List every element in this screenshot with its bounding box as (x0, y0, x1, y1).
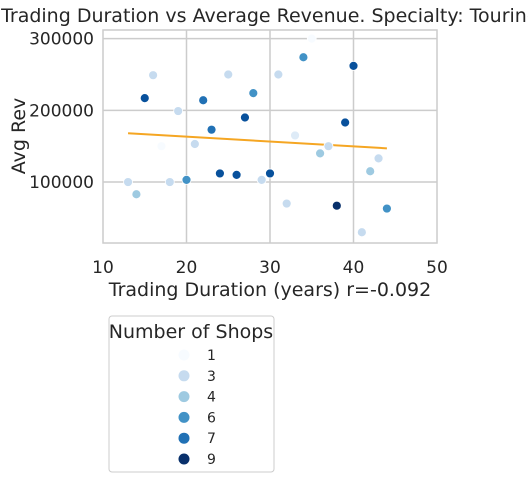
data-point (189, 139, 200, 149)
data-point (206, 124, 217, 135)
legend-label: 9 (207, 452, 216, 468)
legend-marker (178, 370, 190, 382)
data-point (181, 174, 192, 185)
trendline-group (127, 132, 387, 150)
legend-marker (178, 453, 190, 465)
x-tick-label: 10 (92, 258, 114, 278)
data-point (173, 106, 184, 116)
data-point (273, 69, 284, 80)
data-point (298, 52, 309, 63)
x-tick-label: 20 (176, 258, 198, 278)
data-point (223, 69, 234, 80)
data-point (340, 117, 351, 128)
legend: Number of Shops 1 3 4 6 7 9 (108, 315, 275, 473)
x-axis-label: Trading Duration (years) r=-0.092 (108, 279, 431, 301)
x-tick-label: 30 (259, 258, 281, 278)
legend-marker (178, 391, 190, 403)
data-point (306, 33, 317, 44)
legend-box (108, 315, 275, 473)
data-point (164, 177, 175, 187)
data-point (323, 141, 334, 152)
y-axis-label: Avg Rev (8, 98, 30, 175)
data-point (131, 189, 142, 200)
legend-label: 7 (207, 431, 216, 447)
grid-lines (103, 30, 437, 243)
data-point (290, 130, 300, 141)
legend-label: 1 (207, 348, 216, 364)
trendline (127, 132, 387, 150)
data-point (331, 200, 342, 211)
data-point (381, 203, 392, 214)
data-point (214, 168, 225, 179)
y-tick-label: 200000 (29, 101, 94, 121)
data-point (139, 93, 150, 104)
legend-label: 6 (207, 410, 216, 426)
data-point (148, 70, 159, 81)
data-point (248, 88, 259, 99)
x-axis-ticks: 10 20 30 40 50 (92, 258, 448, 278)
y-tick-label: 100000 (29, 173, 94, 193)
legend-marker (178, 349, 190, 361)
legend-items: 1 3 4 6 7 9 (178, 348, 216, 468)
legend-marker (178, 432, 190, 444)
chart-title: Trading Duration vs Average Revenue. Spe… (0, 5, 528, 27)
data-point (348, 60, 359, 71)
data-point (240, 112, 250, 123)
legend-title: Number of Shops (109, 321, 273, 343)
data-point (315, 148, 326, 159)
legend-marker (178, 411, 190, 423)
x-tick-label: 40 (343, 258, 365, 278)
y-tick-label: 300000 (29, 30, 94, 50)
data-point (281, 198, 292, 209)
data-point (256, 174, 267, 185)
y-axis-ticks: 100000 200000 300000 (29, 30, 94, 193)
x-tick-label: 50 (426, 258, 448, 278)
data-point (198, 95, 209, 106)
data-point (265, 168, 275, 179)
data-point (156, 141, 167, 152)
data-point (123, 177, 133, 187)
legend-label: 3 (207, 369, 216, 385)
data-point (356, 227, 367, 238)
data-point (231, 169, 242, 180)
data-point (365, 166, 376, 177)
data-points (123, 33, 392, 238)
legend-label: 4 (207, 390, 216, 406)
data-point (373, 153, 384, 164)
